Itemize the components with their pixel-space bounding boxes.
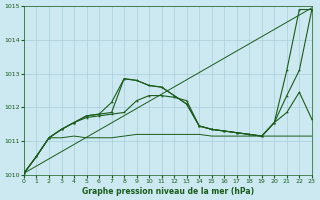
X-axis label: Graphe pression niveau de la mer (hPa): Graphe pression niveau de la mer (hPa) [82, 187, 254, 196]
